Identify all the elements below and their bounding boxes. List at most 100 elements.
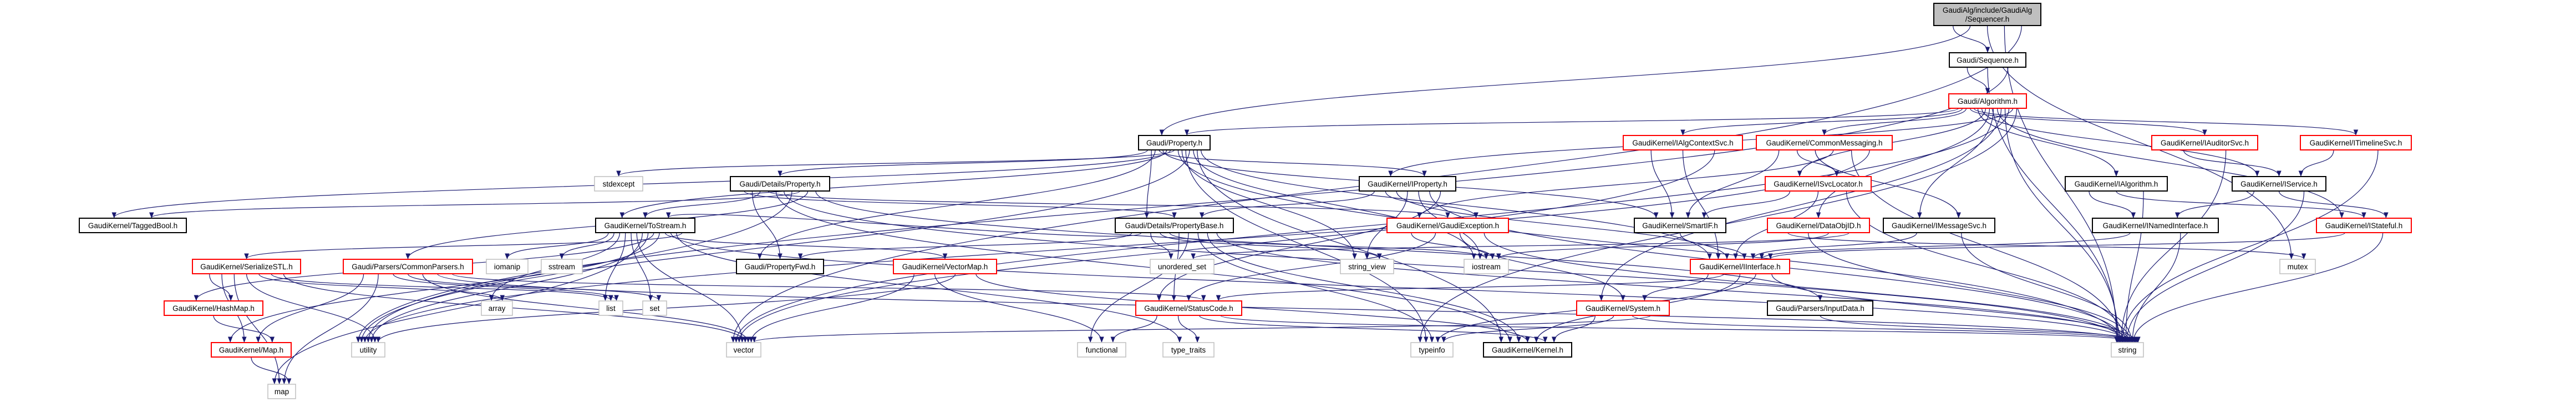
edge-property-to-typeinfo — [1185, 149, 1429, 343]
node-iauditor[interactable]: GaudiKernel/IAuditorSvc.h — [2151, 135, 2258, 150]
edge-serializestl-to-hashmap — [209, 273, 233, 302]
edge-commonparsers-to-map — [282, 273, 379, 385]
edge-algorithm-to-iauditor — [1969, 108, 2207, 136]
node-vector: vector — [726, 342, 761, 358]
node-box — [2092, 218, 2219, 233]
edge-detprop-to-kernel — [775, 190, 1512, 343]
node-kernel[interactable]: GaudiKernel/Kernel.h — [1483, 342, 1572, 358]
node-label: string — [2118, 346, 2136, 354]
node-label: GaudiKernel/GaudiException.h — [1396, 222, 1499, 230]
edge-property-to-string_view — [1181, 149, 1357, 260]
node-box — [594, 176, 643, 192]
node-label: array — [489, 304, 506, 313]
node-label: GaudiKernel/VectorMap.h — [902, 263, 988, 271]
edge-tostream-to-list — [603, 232, 626, 302]
node-box — [2111, 342, 2144, 358]
node-box — [1150, 259, 1215, 274]
node-label: GaudiKernel/IMessageSvc.h — [1892, 222, 1986, 230]
node-label: GaudiKernel/HashMap.h — [172, 304, 255, 313]
node-ialgctx[interactable]: GaudiKernel/IAlgContextSvc.h — [1623, 135, 1743, 150]
edge-algorithm-to-imsgsvc — [1917, 108, 1994, 219]
edge-algorithm-to-iservice — [1981, 108, 2260, 177]
node-box — [2151, 135, 2258, 150]
edge-algorithm-to-istateful — [1996, 108, 2344, 219]
node-iservice[interactable]: GaudiKernel/IService.h — [2232, 176, 2326, 192]
node-box — [1634, 218, 1726, 233]
node-box — [2232, 176, 2326, 192]
edge-inamed-to-iinterface — [1759, 232, 2131, 260]
node-label: sstream — [548, 263, 575, 271]
node-iproperty[interactable]: GaudiKernel/IProperty.h — [1359, 176, 1456, 192]
node-mutex: mutex — [2279, 259, 2316, 274]
node-statuscode[interactable]: GaudiKernel/StatusCode.h — [1135, 300, 1242, 316]
edge-tostream-to-vectormap — [664, 232, 948, 260]
node-label: GaudiKernel/IAlgContextSvc.h — [1632, 139, 1733, 147]
node-label: GaudiKernel/IAlgorithm.h — [2075, 180, 2158, 188]
edge-algorithm-to-itimeline — [1973, 108, 2359, 136]
node-box — [79, 218, 187, 233]
node-mapH[interactable]: GaudiKernel/Map.h — [211, 342, 292, 358]
node-box — [893, 259, 997, 274]
node-label: GaudiAlg/include/GaudiAlg — [1943, 6, 2032, 14]
edge-property-to-iproperty — [1159, 149, 1427, 177]
node-hashmap[interactable]: GaudiKernel/HashMap.h — [164, 300, 263, 316]
edge-property-to-tostream — [619, 149, 1167, 219]
node-iomanip: iomanip — [486, 259, 529, 274]
node-label: map — [275, 388, 289, 396]
node-smartif[interactable]: GaudiKernel/SmartIF.h — [1634, 218, 1726, 233]
node-tostream[interactable]: GaudiKernel/ToStream.h — [595, 218, 695, 233]
node-isvcloc[interactable]: GaudiKernel/ISvcLocator.h — [1765, 176, 1872, 192]
node-itimeline[interactable]: GaudiKernel/ITimelineSvc.h — [2300, 135, 2412, 150]
node-sequence[interactable]: Gaudi/Sequence.h — [1949, 52, 2026, 68]
node-inamed[interactable]: GaudiKernel/INamedInterface.h — [2092, 218, 2219, 233]
node-typeinfo: typeinfo — [1410, 342, 1454, 358]
node-box — [1690, 259, 1790, 274]
node-vectormap[interactable]: GaudiKernel/VectorMap.h — [893, 259, 997, 274]
node-algorithm[interactable]: Gaudi/Algorithm.h — [1948, 93, 2027, 109]
node-dataobjid[interactable]: GaudiKernel/DataObjID.h — [1767, 218, 1870, 233]
node-box — [481, 300, 513, 316]
node-propfwd[interactable]: Gaudi/PropertyFwd.h — [736, 259, 824, 274]
edge-isvcloc-to-smartif — [1701, 190, 1791, 219]
node-label: Gaudi/Details/Property.h — [739, 180, 820, 188]
edge-commonparsers-to-statuscode — [451, 273, 1206, 302]
node-detprop[interactable]: Gaudi/Details/Property.h — [730, 176, 830, 192]
edge-commonparsers-to-list — [393, 273, 619, 302]
edge-algorithm-to-vector — [734, 108, 2010, 343]
node-box — [1077, 342, 1126, 358]
node-root[interactable]: GaudiAlg/include/GaudiAlg/Sequencer.h — [1933, 3, 2041, 26]
edge-smartif-to-iinterface — [1679, 232, 1747, 260]
node-ialgorithm[interactable]: GaudiKernel/IAlgorithm.h — [2065, 176, 2168, 192]
node-label: GaudiKernel/TaggedBool.h — [88, 222, 177, 230]
node-system[interactable]: GaudiKernel/System.h — [1576, 300, 1670, 316]
node-map: map — [267, 384, 296, 399]
node-serializestl[interactable]: GaudiKernel/SerializeSTL.h — [192, 259, 301, 274]
edge-mapH-to-map — [251, 356, 292, 385]
node-property[interactable]: Gaudi/Property.h — [1138, 135, 1211, 150]
node-box — [1949, 52, 2026, 68]
node-taggedbool[interactable]: GaudiKernel/TaggedBool.h — [79, 218, 187, 233]
edge-detprop-to-taggedbool — [149, 190, 800, 219]
node-imsgsvc[interactable]: GaudiKernel/IMessageSvc.h — [1883, 218, 1995, 233]
node-commonparsers[interactable]: Gaudi/Parsers/CommonParsers.h — [343, 259, 473, 274]
edge-ialgctx-to-iinterface — [1682, 149, 1721, 260]
node-utility: utility — [351, 342, 385, 358]
node-commonmsg[interactable]: GaudiKernel/CommonMessaging.h — [1756, 135, 1893, 150]
node-iinterface[interactable]: GaudiKernel/IInterface.h — [1690, 259, 1790, 274]
node-istateful[interactable]: GaudiKernel/IStateful.h — [2316, 218, 2412, 233]
node-inputdata[interactable]: Gaudi/Parsers/InputData.h — [1767, 300, 1873, 316]
node-label: unordered_set — [1158, 263, 1206, 271]
edge-tostream-to-iomanip — [505, 232, 609, 260]
node-gaudiexc[interactable]: GaudiKernel/GaudiException.h — [1386, 218, 1509, 233]
node-label: GaudiKernel/IStateful.h — [2325, 222, 2403, 230]
node-set: set — [642, 300, 667, 316]
edge-commonmsg-to-imsgsvc — [1815, 149, 1961, 219]
node-box — [1948, 93, 2027, 109]
edge-algorithm-to-commonmsg — [1822, 108, 1967, 136]
node-box — [1410, 342, 1454, 358]
node-label: iostream — [1472, 263, 1501, 271]
edge-gaudiexc-to-string — [1483, 232, 2132, 343]
edge-commonparsers-to-string — [437, 273, 2137, 343]
node-propbase[interactable]: Gaudi/Details/PropertyBase.h — [1115, 218, 1234, 233]
